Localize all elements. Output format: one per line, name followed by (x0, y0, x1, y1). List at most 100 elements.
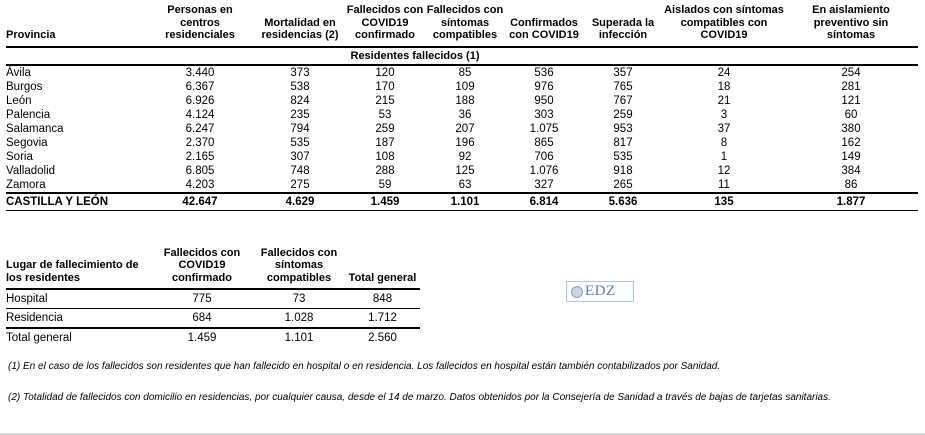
table-cell: 5.636 (582, 192, 664, 211)
column-header-personas: Personas en centros residenciales (146, 4, 254, 48)
table-row: Segovia 2.370 535 187 196 865 817 8 162 (6, 136, 918, 150)
table-cell: 1 (720, 150, 728, 163)
deaths-location-table: Lugar de fallecimiento de los residentes… (6, 243, 420, 348)
table-cell: 2.560 (368, 332, 397, 344)
table-cell: 254 (841, 66, 861, 79)
table-cell: 380 (841, 122, 861, 135)
column-header-fallecidos-sintomas: Fallecidos con síntomas compatibles (424, 4, 506, 48)
column-header-total-general: Total general (345, 243, 420, 290)
table-cell: 775 (151, 289, 253, 309)
window-bottom-edge (0, 433, 925, 435)
table-cell: 275 (254, 177, 346, 194)
table-row: Zamora 4.203 275 59 63 327 265 11 86 (6, 177, 918, 194)
subheader-row: Residentes fallecidos (1) (6, 46, 918, 66)
table-cell: 1.075 (529, 122, 559, 135)
table-cell: 373 (290, 66, 310, 79)
table-cell: 42.647 (146, 192, 254, 211)
table-cell: 1.101 (284, 332, 314, 344)
table-cell: 18 (717, 80, 731, 93)
table-cell: 3 (720, 108, 728, 121)
column-header-fallecidos-covid: Fallecidos con COVID19 confirmado (346, 4, 424, 48)
table-row: Burgos 6.367 538 170 109 976 765 18 281 (6, 80, 918, 94)
table-cell: 11 (664, 177, 784, 194)
province-name: Burgos (6, 80, 43, 93)
edz-watermark-text: EDZ (585, 283, 616, 299)
table-cell: 85 (458, 66, 472, 79)
table-cell: 162 (841, 136, 861, 149)
table-cell: 794 (290, 122, 310, 135)
table-cell: 24 (717, 66, 731, 79)
table-cell: 92 (458, 150, 472, 163)
table-cell: 824 (290, 94, 310, 107)
province-name: Valladolid (6, 164, 56, 177)
table-cell: 307 (290, 150, 310, 163)
table-cell: 21 (717, 94, 731, 107)
column-header-fallecidos-sintomas: Fallecidos con síntomas compatibles (253, 243, 345, 290)
table-cell: 327 (506, 177, 582, 194)
location-table-header-row: Lugar de fallecimiento de los residentes… (6, 243, 420, 290)
province-name: Palencia (6, 108, 51, 121)
table-cell: 357 (613, 66, 633, 79)
table-cell: 706 (534, 150, 554, 163)
table-cell: 976 (534, 80, 554, 93)
table-cell: 535 (613, 150, 633, 163)
table-cell: 950 (534, 94, 554, 107)
edz-watermark: EDZ (566, 281, 634, 302)
table-cell: 59 (346, 177, 424, 194)
total-row-general: Total general 1.459 1.101 2.560 (6, 328, 420, 348)
table-cell: 4.629 (254, 192, 346, 211)
table-cell: 188 (455, 94, 475, 107)
total-row-label: CASTILLA Y LEÓN (6, 192, 146, 211)
location-name: Hospital (6, 289, 151, 309)
table-cell: 121 (841, 94, 861, 107)
table-cell: 135 (664, 192, 784, 211)
table-cell: 63 (424, 177, 506, 194)
column-header-fallecidos-covid: Fallecidos con COVID19 confirmado (151, 243, 253, 290)
table-cell: 288 (375, 164, 395, 177)
table-cell: 848 (345, 289, 420, 309)
table-row: Ávila 3.440 373 120 85 536 357 24 254 (6, 65, 918, 80)
table-cell: 265 (582, 177, 664, 194)
subheader-residentes-fallecidos: Residentes fallecidos (1) (6, 46, 918, 66)
edz-logo-icon (571, 285, 583, 298)
province-name: Segovia (6, 136, 48, 149)
table-cell: 1.076 (529, 164, 559, 177)
table-cell: 6.805 (185, 164, 215, 177)
table-cell: 4.124 (185, 108, 215, 121)
column-header-confirmados: Confirmados con COVID19 (506, 4, 582, 48)
table-cell: 53 (378, 108, 392, 121)
table-cell: 37 (717, 122, 731, 135)
table-cell: 1.877 (784, 192, 918, 211)
table-cell: 120 (375, 66, 395, 79)
total-row-castilla-y-leon: CASTILLA Y LEÓN 42.647 4.629 1.459 1.101… (6, 192, 918, 211)
location-name: Residencia (6, 308, 151, 329)
table-cell: 535 (290, 136, 310, 149)
table-cell: 36 (458, 108, 472, 121)
table-cell: 6.247 (185, 122, 215, 135)
column-header-lugar-fallecimiento: Lugar de fallecimiento de los residentes (6, 243, 151, 290)
table-row: Soria 2.165 307 108 92 706 535 1 149 (6, 150, 918, 164)
table-cell: 235 (290, 108, 310, 121)
residents-table-header-row: Provincia Personas en centros residencia… (6, 4, 918, 48)
table-cell: 125 (455, 164, 475, 177)
table-cell: 6.926 (185, 94, 215, 107)
table-cell: 767 (613, 94, 633, 107)
table-cell: 60 (844, 108, 858, 121)
table-cell: 953 (613, 122, 633, 135)
column-header-aislamiento-preventivo: En aislamiento preventivo sin síntomas (784, 4, 918, 48)
table-cell: 748 (290, 164, 310, 177)
table-cell: 215 (375, 94, 395, 107)
table-cell: 281 (841, 80, 861, 93)
table-cell: 1.459 (187, 332, 217, 344)
residents-table: Provincia Personas en centros residencia… (6, 4, 918, 211)
table-row: Palencia 4.124 235 53 36 303 259 3 60 (6, 108, 918, 122)
table-row: Residencia 684 1.028 1.712 (6, 308, 420, 329)
table-cell: 109 (455, 80, 475, 93)
table-cell: 538 (290, 80, 310, 93)
table-cell: 865 (534, 136, 554, 149)
table-cell: 259 (613, 108, 633, 121)
table-cell: 4.203 (146, 177, 254, 194)
column-header-mortalidad: Mortalidad en residencias (2) (254, 4, 346, 48)
table-cell: 1.712 (345, 308, 420, 329)
table-row: León 6.926 824 215 188 950 767 21 121 (6, 94, 918, 108)
